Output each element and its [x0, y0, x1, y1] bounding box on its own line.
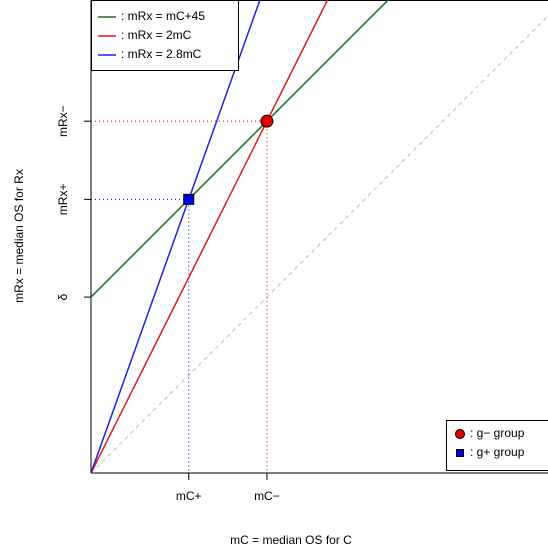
legend-label: : mRx = mC+45 [121, 9, 205, 23]
legend-label: : mRx = 2.8mC [121, 47, 202, 61]
y-tick-label: mRx+ [56, 184, 70, 216]
point [261, 115, 273, 127]
reference-line [91, 16, 548, 473]
point [456, 430, 465, 439]
legend-label: : mRx = 2mC [121, 28, 192, 42]
y-axis-label: mRx = median OS for Rx [12, 169, 26, 303]
point [184, 194, 194, 204]
legend-label: : g+ group [470, 445, 525, 459]
y-tick-label: mRx− [56, 105, 70, 137]
legend-label: : g− group [470, 426, 525, 440]
x-axis-label: mC = median OS for C [230, 533, 352, 547]
point [457, 450, 464, 457]
y-tick-label: δ [56, 293, 70, 300]
x-tick-label: mC+ [176, 489, 202, 503]
x-tick-label: mC− [254, 489, 280, 503]
